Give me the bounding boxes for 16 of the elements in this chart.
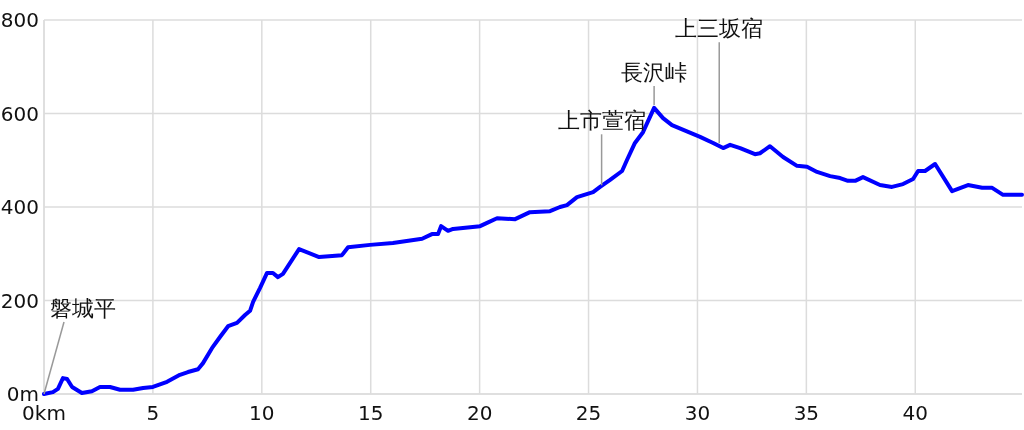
annotation: 磐城平 (50, 296, 116, 321)
x-tick-label: 5 (146, 401, 160, 425)
x-tick-label: 40 (902, 401, 928, 425)
annotation: 長沢峠 (621, 59, 688, 85)
y-tick-label: 600 (0, 101, 39, 126)
annotation: 上三坂宿 (675, 16, 764, 42)
y-tick-label: 400 (0, 195, 39, 219)
y-tick-label: 800 (0, 8, 39, 32)
x-tick-label: 10 (249, 401, 275, 425)
x-tick-label: 30 (684, 401, 711, 425)
x-tick-label: 35 (793, 401, 820, 425)
x-tick-label: 20 (466, 401, 493, 425)
annotation: 上市萱宿 (557, 108, 646, 134)
y-tick-label: 200 (0, 288, 39, 313)
x-tick-label: 15 (358, 401, 384, 425)
x-tick-label: 25 (575, 401, 602, 425)
